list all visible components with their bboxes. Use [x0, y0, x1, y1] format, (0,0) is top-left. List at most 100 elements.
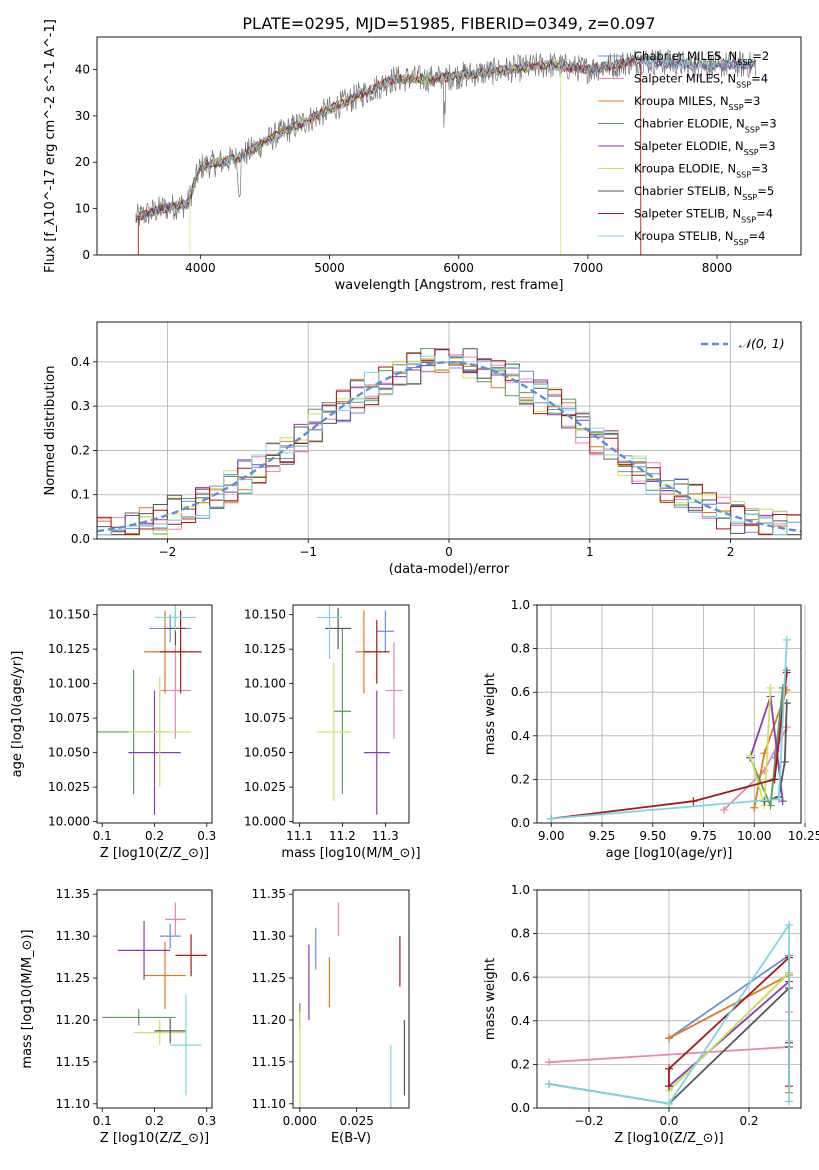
spectrum-legend: Chabrier MILES, NSSP=2 Salpeter MILES, NS… [598, 49, 777, 247]
errorbar-salpeter-elodie [128, 690, 181, 815]
x-tick-label: 0 [445, 545, 453, 559]
axes-frame [96, 36, 802, 256]
legend-entry: Salpeter ELODIE, NSSP=3 [634, 139, 776, 157]
weight-marker [665, 1099, 673, 1108]
axes-frame [536, 604, 802, 824]
x-axis-label: mass [log10(M/M_⊙)] [281, 846, 420, 861]
y-tick-label: 0.1 [71, 488, 90, 502]
weight-marker [746, 751, 755, 760]
x-tick-label: 7000 [573, 261, 604, 275]
errorbar-kroupa-stelib [316, 605, 343, 659]
weight-marker [547, 814, 556, 823]
x-tick-label: 0.2 [145, 1114, 164, 1128]
y-tick-label: 10.100 [48, 677, 90, 691]
errorbar-salpeter-stelib [175, 934, 207, 977]
x-tick-label: 4000 [185, 261, 216, 275]
spectrum-lines [135, 49, 757, 255]
errorbars [102, 902, 207, 1096]
y-tick-label: 10.000 [244, 815, 286, 829]
errorbar-chabrier-stelib [154, 1018, 186, 1044]
x-tick-label: 2 [727, 545, 735, 559]
errorbar-chabrier-elodie [102, 1009, 176, 1026]
y-tick-label: 10.025 [244, 780, 286, 794]
axes-age_vs_Z: 0.1 0.2 0.3 10.000 10.025 10.050 10.075 10.100 1… [10, 604, 216, 861]
x-tick-label: 9.00 [538, 829, 565, 843]
errorbar-kroupa-elodie [316, 662, 351, 801]
x-tick-label: 0.1 [93, 1114, 112, 1128]
y-tick-label: 20 [75, 155, 90, 169]
weight-line-kroupa-stelib [548, 921, 790, 1105]
y-axis-label: Normed distribution [43, 366, 58, 496]
errorbar-salpeter-miles [385, 642, 403, 739]
y-tick-label: 11.20 [252, 1013, 286, 1027]
y-tick-label: 11.20 [56, 1013, 90, 1027]
x-tick-label: 5000 [314, 261, 345, 275]
y-tick-label: 0.0 [71, 532, 90, 546]
axes-frame [96, 889, 213, 1109]
x-tick-label: 0.3 [197, 1114, 216, 1128]
y-tick-label: 0.6 [511, 970, 530, 984]
y-tick-label: 11.10 [56, 1097, 90, 1111]
x-tick-label: 11.1 [286, 829, 313, 843]
y-tick-label: 0.4 [511, 1014, 530, 1028]
errorbars [316, 605, 403, 815]
x-axis-label: E(B-V) [331, 1131, 371, 1146]
y-tick-label: 0 [82, 248, 90, 262]
x-tick-label: 9.50 [639, 829, 666, 843]
weight-marker [750, 803, 759, 812]
y-tick-label: 0.2 [511, 772, 530, 786]
y-axis-label: mass weight [483, 673, 498, 755]
y-tick-label: 0.3 [71, 399, 90, 413]
legend-entry: Salpeter MILES, NSSP=4 [634, 72, 768, 90]
axes-mass_vs_ebv: 0.000 0.025 11.10 11.15 11.20 11.25 11.30 11.35… [252, 887, 410, 1146]
y-tick-label: 1.0 [511, 883, 530, 897]
y-tick-label: 1.0 [511, 598, 530, 612]
y-tick-label: 11.35 [56, 887, 90, 901]
y-axis-label: age [log10(age/yr)] [10, 651, 25, 778]
y-tick-label: 11.15 [252, 1055, 286, 1069]
y-tick-label: 10.125 [48, 642, 90, 656]
x-tick-label: 10.00 [737, 829, 771, 843]
y-tick-label: 10.000 [48, 815, 90, 829]
figure-title: PLATE=0295, MJD=51985, FIBERID=0349, z=0… [242, 14, 655, 33]
y-tick-label: 40 [75, 62, 90, 76]
errorbar-kroupa-stelib [170, 994, 202, 1096]
x-tick-label: −2 [159, 545, 177, 559]
x-tick-label: 6000 [443, 261, 474, 275]
weight-line-salpeter-stelib [551, 672, 788, 820]
y-axis-label: mass [log10(M/M_⊙)] [20, 929, 35, 1068]
axes-frame [292, 889, 410, 1109]
errorbar-salpeter-elodie [117, 921, 171, 980]
legend-entry: Salpeter STELIB, NSSP=4 [634, 207, 773, 225]
y-tick-label: 10.025 [48, 780, 90, 794]
axes-mass_vs_Z: 0.1 0.2 0.3 11.10 11.15 11.20 11.25 11.30 11.35 Z… [20, 887, 216, 1146]
weight-marker [782, 668, 791, 677]
y-tick-label: 10 [75, 202, 90, 216]
normal-curve [97, 361, 801, 533]
x-tick-label: 9.25 [589, 829, 616, 843]
x-tick-label: 0.0 [659, 1114, 678, 1128]
x-axis-label: Z [log10(Z/Z_⊙)] [614, 1131, 723, 1146]
x-tick-label: 9.75 [690, 829, 717, 843]
weight-marker [785, 1097, 793, 1106]
y-tick-label: 0.0 [511, 816, 530, 830]
weight-marker [665, 1082, 673, 1091]
y-tick-label: 10.075 [244, 711, 286, 725]
x-tick-label: 0.025 [340, 1114, 374, 1128]
x-tick-label: 10.25 [788, 829, 819, 843]
legend-entry: Kroupa ELODIE, NSSP=3 [634, 162, 768, 180]
y-axis-label: mass weight [483, 958, 498, 1040]
weight-marker [665, 1064, 673, 1073]
weight-marker [785, 920, 793, 929]
legend-entry: Kroupa STELIB, NSSP=4 [634, 229, 765, 247]
y-tick-label: 11.30 [252, 929, 286, 943]
errorbar-chabrier-miles [376, 610, 394, 652]
y-tick-label: 0.4 [511, 729, 530, 743]
y-tick-label: 10.150 [244, 608, 286, 622]
y-tick-label: 0.2 [511, 1057, 530, 1071]
axes-residuals: −2 −1 0 1 2 0.0 0.1 0.2 0.3 0.4 (data-model)/error… [43, 321, 802, 577]
y-tick-label: 11.10 [252, 1097, 286, 1111]
y-tick-label: 10.050 [48, 746, 90, 760]
errorbar-kroupa-miles [144, 941, 186, 1010]
x-tick-label: 0.2 [739, 1114, 758, 1128]
